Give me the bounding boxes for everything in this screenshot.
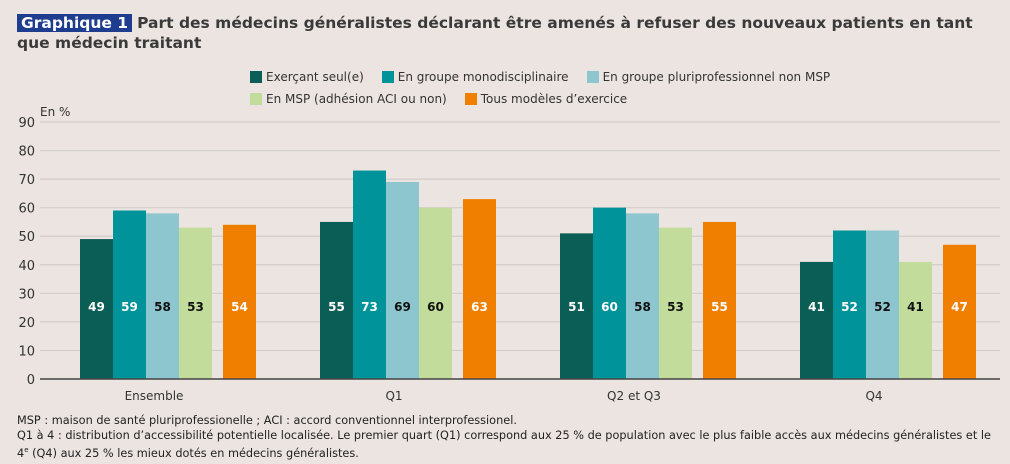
bar <box>800 261 833 379</box>
bar <box>833 230 866 379</box>
value-label: 69 <box>394 300 411 314</box>
legend-label: En MSP (adhésion ACI ou non) <box>266 92 447 106</box>
bar <box>659 227 692 379</box>
chart-number-tag: Graphique 1 <box>17 14 133 32</box>
value-label: 63 <box>471 300 488 314</box>
value-label: 41 <box>907 300 924 314</box>
y-tick-label: 80 <box>18 145 35 160</box>
legend-label: Exerçant seul(e) <box>266 70 364 84</box>
chart-notes: MSP : maison de santé pluriprofessionell… <box>17 414 997 461</box>
y-tick-label: 10 <box>18 344 35 359</box>
bar <box>353 170 386 379</box>
bar <box>320 221 353 379</box>
y-tick-label: 20 <box>18 316 35 331</box>
legend-label: En groupe pluriprofessionnel non MSP <box>602 70 831 84</box>
category-label: Q2 et Q3 <box>607 389 661 403</box>
category-label: Q4 <box>865 389 882 403</box>
bar <box>899 261 932 379</box>
value-label: 51 <box>568 300 585 314</box>
legend-row-2: En MSP (adhésion ACI ou non) Tous modèle… <box>250 88 950 110</box>
legend-swatch <box>381 71 394 83</box>
bar <box>866 230 899 379</box>
y-tick-label: 40 <box>18 259 35 274</box>
value-label: 73 <box>361 300 378 314</box>
y-tick-label: 90 <box>18 116 35 131</box>
bar <box>560 233 593 379</box>
y-tick-label: 30 <box>18 287 35 302</box>
legend-swatch <box>464 93 477 105</box>
bar <box>593 207 626 379</box>
legend-swatch <box>250 93 262 105</box>
legend-row-1: Exerçant seul(e) En groupe monodisciplin… <box>250 66 950 88</box>
bar <box>179 227 212 379</box>
legend-item-groupe-pluri: En groupe pluriprofessionnel non MSP <box>586 70 831 84</box>
y-tick-label: 50 <box>18 230 35 245</box>
category-label: Ensemble <box>125 389 184 403</box>
legend-label: En groupe monodisciplinaire <box>397 70 569 84</box>
value-label: 55 <box>711 300 728 314</box>
legend-item-groupe-mono: En groupe monodisciplinaire <box>381 70 569 84</box>
note-quartiles: Q1 à 4 : distribution d’accessibilité po… <box>17 429 997 462</box>
value-label: 58 <box>634 300 651 314</box>
y-tick-label: 0 <box>27 373 35 388</box>
x-axis-categories: Ensemble Q1 Q2 et Q3 Q4 <box>125 389 883 403</box>
y-tick-label: 60 <box>18 202 35 217</box>
legend-swatch <box>250 71 262 83</box>
note-quartiles-text-1: Q1 à 4 : distribution d’accessibilité po… <box>17 428 991 460</box>
chart-title-text: Part des médecins généralistes déclarant… <box>17 14 973 52</box>
bar <box>386 181 419 379</box>
legend-item-exercant-seul: Exerçant seul(e) <box>250 70 364 84</box>
legend-swatch <box>586 71 599 83</box>
value-label: 55 <box>328 300 345 314</box>
bar <box>463 199 496 379</box>
bars <box>80 170 976 379</box>
value-label: 52 <box>841 300 858 314</box>
legend: Exerçant seul(e) En groupe monodisciplin… <box>250 66 950 110</box>
bar <box>943 244 976 379</box>
value-label: 59 <box>121 300 138 314</box>
bar <box>113 210 146 379</box>
bar <box>626 213 659 379</box>
y-axis-unit-label: En % <box>40 105 70 119</box>
note-quartiles-text-2: (Q4) aux 25 % les mieux dotés en médecin… <box>28 446 359 460</box>
note-abbreviations: MSP : maison de santé pluriprofessionell… <box>17 414 517 427</box>
value-label: 47 <box>951 300 968 314</box>
y-axis-ticks: 0 10 20 30 40 50 60 70 80 90 <box>18 116 35 388</box>
bar <box>146 213 179 379</box>
value-label: 41 <box>808 300 825 314</box>
y-tick-label: 70 <box>18 173 35 188</box>
chart-title: Graphique 1 Part des médecins généraliste… <box>17 13 977 53</box>
value-label: 52 <box>874 300 891 314</box>
value-label: 53 <box>187 300 204 314</box>
value-label: 58 <box>154 300 171 314</box>
legend-item-tous-modeles: Tous modèles d’exercice <box>464 92 628 106</box>
value-label: 53 <box>667 300 684 314</box>
value-label: 54 <box>231 300 248 314</box>
category-label: Q1 <box>385 389 402 403</box>
bar <box>419 207 452 379</box>
value-label: 60 <box>601 300 618 314</box>
bar <box>223 224 256 379</box>
value-label: 49 <box>88 300 105 314</box>
bar <box>703 221 736 379</box>
value-labels: 49 59 58 53 54 55 73 69 60 63 51 60 58 53 55 41 52 52 41 47 <box>88 300 968 314</box>
legend-item-msp: En MSP (adhésion ACI ou non) <box>250 92 447 106</box>
bar <box>80 239 113 379</box>
value-label: 60 <box>427 300 444 314</box>
note-superscript: e <box>24 446 29 454</box>
legend-label: Tous modèles d’exercice <box>480 92 628 106</box>
